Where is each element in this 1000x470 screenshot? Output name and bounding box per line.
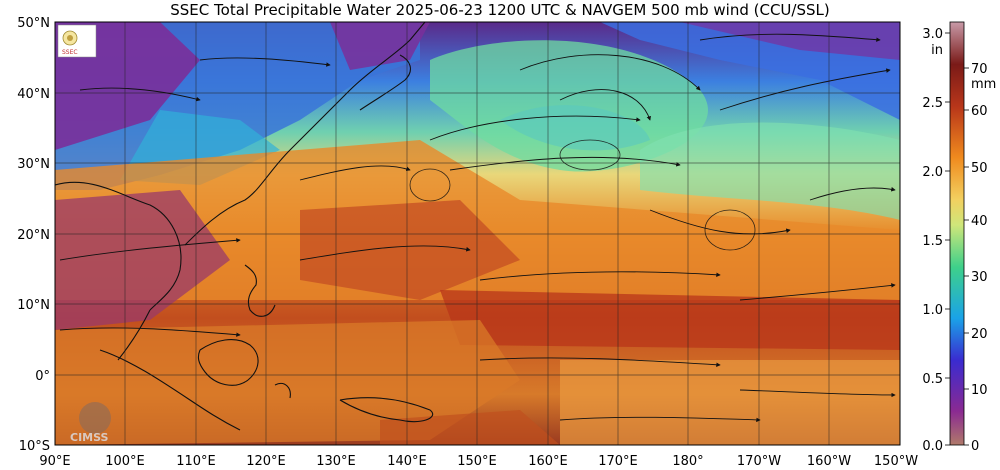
lon-label: 110°E <box>176 454 216 469</box>
lon-label: 150°W <box>874 454 918 469</box>
lon-label: 150°E <box>457 454 497 469</box>
lon-label: 90°E <box>39 454 70 469</box>
lon-label: 170°E <box>598 454 638 469</box>
colorbar-in-tick: 0.5 <box>922 372 943 387</box>
precipitable-water-field <box>55 22 900 445</box>
map-title: SSEC Total Precipitable Water 2025-06-23… <box>170 1 830 19</box>
lon-label: 170°W <box>737 454 781 469</box>
lat-label: 10°N <box>17 298 50 313</box>
lon-label: 180° <box>672 454 703 469</box>
colorbar-mm-tick: 50 <box>971 161 988 176</box>
longitude-labels: 90°E 100°E 110°E 120°E 130°E 140°E 150°E… <box>39 454 918 469</box>
colorbar-mm-tick: 40 <box>971 214 988 229</box>
lat-label: 20°N <box>17 228 50 243</box>
lon-label: 120°E <box>246 454 286 469</box>
lon-label: 100°E <box>105 454 145 469</box>
colorbar-in-unit: in <box>931 43 943 58</box>
colorbar-in-tick: 1.0 <box>922 303 943 318</box>
colorbar-in-tick: 2.5 <box>922 96 943 111</box>
lat-label: 30°N <box>17 157 50 172</box>
lon-label: 160°W <box>807 454 851 469</box>
lon-label: 160°E <box>528 454 568 469</box>
cimss-logo: CIMSS <box>70 402 111 444</box>
colorbar: 3.0 in 2.5 2.0 1.5 1.0 0.5 0.0 70 mm 60 … <box>922 21 996 454</box>
svg-text:CIMSS: CIMSS <box>70 431 109 444</box>
svg-text:SSEC: SSEC <box>62 49 78 56</box>
colorbar-mm-unit: mm <box>971 77 996 92</box>
lon-label: 130°E <box>316 454 356 469</box>
lat-label: 10°S <box>19 439 50 454</box>
colorbar-mm-tick: 70 <box>971 62 988 77</box>
lat-label: 50°N <box>17 16 50 31</box>
lat-label: 0° <box>35 369 50 384</box>
colorbar-scale <box>949 21 965 446</box>
colorbar-in-tick: 1.5 <box>922 234 943 249</box>
colorbar-mm-tick: 10 <box>971 383 988 398</box>
colorbar-mm-tick: 30 <box>971 270 988 285</box>
colorbar-in-tick: 0.0 <box>922 439 943 454</box>
colorbar-mm-tick: 60 <box>971 104 988 119</box>
latitude-labels: 50°N 40°N 30°N 20°N 10°N 0° 10°S <box>17 16 50 454</box>
colorbar-in-tick: 2.0 <box>922 165 943 180</box>
lat-label: 40°N <box>17 87 50 102</box>
colorbar-mm-tick: 0 <box>971 439 979 454</box>
colorbar-in-tick: 3.0 <box>922 27 943 42</box>
colorbar-mm-tick: 20 <box>971 327 988 342</box>
ssl-logo: SSEC <box>57 24 97 58</box>
lon-label: 140°E <box>387 454 427 469</box>
wind-streamlines <box>59 33 896 423</box>
